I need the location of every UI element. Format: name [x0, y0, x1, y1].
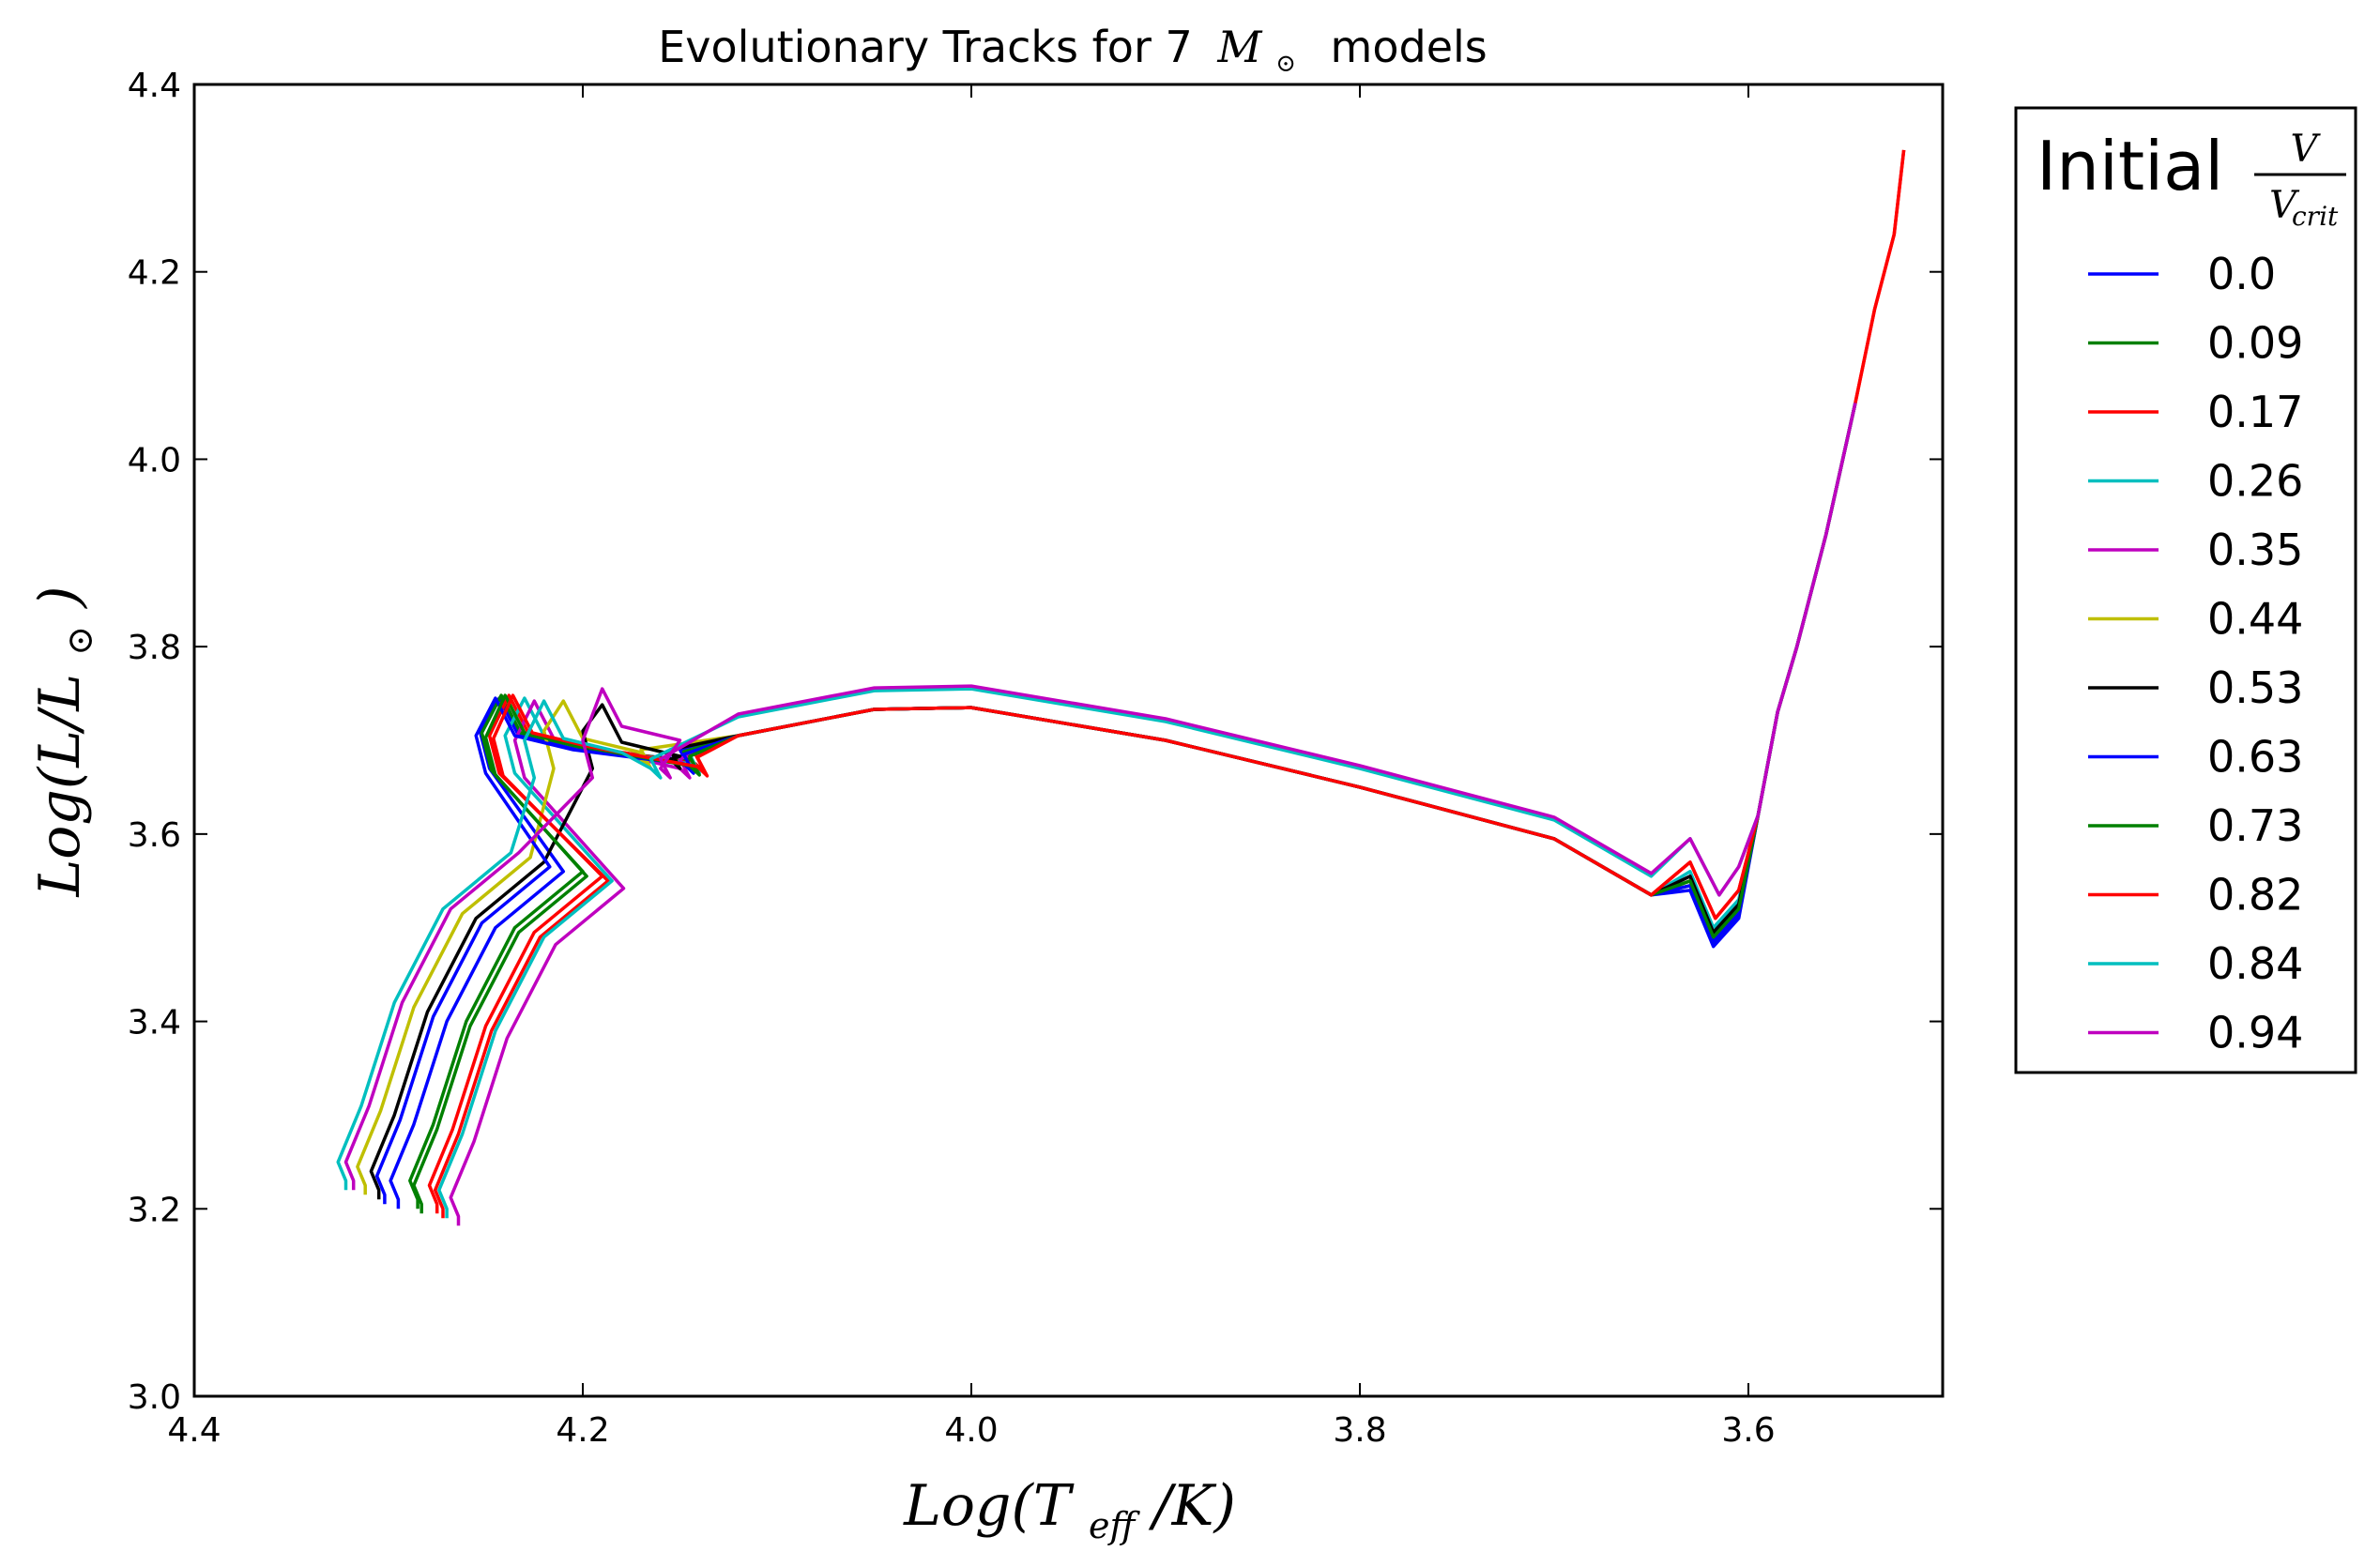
- legend-title-denominator: V: [2269, 184, 2300, 227]
- legend-label: 0.63: [2207, 732, 2303, 783]
- x-tick-label: 3.8: [1333, 1411, 1386, 1450]
- y-tick-label: 3.8: [128, 629, 181, 667]
- legend: Initial V V crit 0.0 0.09 0.17 0.26 0.35 0.44…: [2014, 106, 2357, 1074]
- legend-label: 0.0: [2207, 249, 2276, 299]
- series-line-0-0: [389, 403, 1857, 1209]
- legend-label: 0.84: [2207, 938, 2303, 989]
- y-axis-label-main: Log(L/L: [27, 674, 93, 898]
- series-line-0-63: [374, 403, 1857, 1205]
- series-line-0-09: [412, 403, 1857, 1214]
- legend-title-denominator-sub: crit: [2292, 201, 2339, 232]
- chart-title-symbol: M: [1216, 22, 1263, 72]
- series-line-0-73: [408, 403, 1857, 1209]
- legend-title-numerator: V: [2291, 128, 2322, 171]
- legend-entries: 0.0 0.09 0.17 0.26 0.35 0.44 0.53 0.63 0.73 0.82 0…: [2088, 249, 2303, 1058]
- x-tick-label: 4.0: [944, 1411, 998, 1450]
- legend-label: 0.26: [2207, 456, 2303, 507]
- x-tick-label: 4.4: [167, 1411, 221, 1450]
- y-tick-label: 3.0: [128, 1378, 181, 1417]
- legend-label: 0.09: [2207, 318, 2303, 369]
- y-tick-label: 3.2: [128, 1191, 181, 1229]
- legend-label: 0.53: [2207, 662, 2303, 713]
- chart-title-suffix: models: [1331, 22, 1488, 72]
- y-tick-label: 3.6: [128, 816, 181, 855]
- chart-title-prefix: Evolutionary Tracks for 7: [658, 22, 1193, 72]
- y-tick-label: 4.0: [128, 441, 181, 479]
- y-axis-label-end: ): [27, 586, 93, 609]
- x-axis-label-end: /K): [1148, 1473, 1235, 1539]
- legend-label: 0.17: [2207, 387, 2303, 437]
- series-line-0-94: [343, 403, 1857, 1191]
- chart-title-symbol-sub: ⊙: [1275, 50, 1296, 78]
- series-line-0-35: [449, 403, 1857, 1226]
- series-line-0-53: [369, 403, 1857, 1200]
- chart-title: Evolutionary Tracks for 7 M ⊙ models: [658, 22, 1488, 82]
- x-tick-label: 4.2: [556, 1411, 609, 1450]
- series-line-0-17: [433, 149, 1906, 1219]
- legend-label: 0.94: [2207, 1008, 2303, 1058]
- y-tick-label: 3.4: [128, 1004, 181, 1042]
- series-layer: [336, 149, 1906, 1226]
- x-tick-label: 3.6: [1721, 1411, 1775, 1450]
- legend-label: 0.73: [2207, 800, 2303, 851]
- ticks-layer: 4.4 4.2 4.0 3.8 3.6 3.0 3.2 3.4 3.6 3.8 4.0 4.2 4.4: [128, 67, 1943, 1450]
- y-axis-label-sub: ⊙: [59, 626, 100, 656]
- x-axis-label-sub: eff: [1089, 1505, 1140, 1546]
- series-line-0-82: [427, 149, 1906, 1214]
- series-line-0-84: [336, 403, 1857, 1191]
- series-line-0-44: [356, 403, 1857, 1195]
- axes-frame: [192, 83, 1945, 1398]
- legend-label: 0.44: [2207, 594, 2303, 645]
- series-line-0-26: [437, 403, 1857, 1219]
- y-tick-label: 4.4: [128, 67, 181, 105]
- y-axis-label: Log(L/L ⊙ ): [27, 586, 106, 897]
- legend-label: 0.35: [2207, 525, 2303, 575]
- legend-title-text: Initial: [2037, 127, 2223, 205]
- x-axis-label-main: Log(T: [903, 1473, 1075, 1539]
- legend-label: 0.82: [2207, 870, 2303, 920]
- y-tick-label: 4.2: [128, 254, 181, 293]
- legend-box: [2014, 106, 2357, 1074]
- x-axis-label: Log(T eff /K): [903, 1473, 1236, 1552]
